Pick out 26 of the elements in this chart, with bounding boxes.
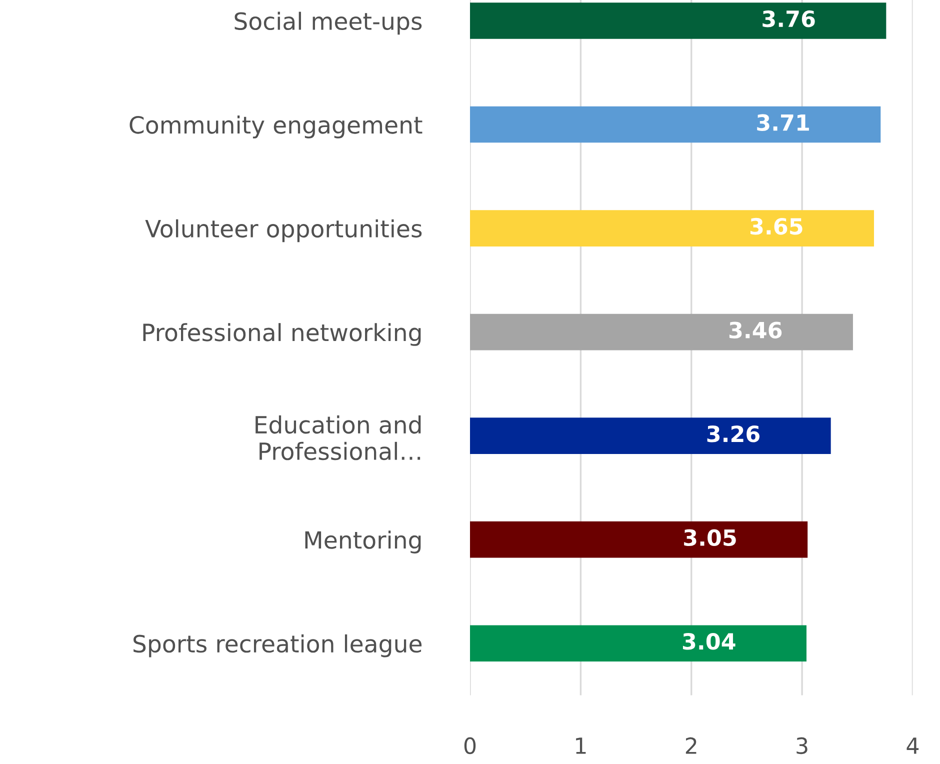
data-label: 3.04 — [682, 632, 736, 650]
bar — [470, 2, 886, 39]
data-label: 3.26 — [707, 425, 760, 442]
y-tick-label: Social meet-ups — [234, 12, 422, 35]
x-tick-label: 0 — [464, 737, 476, 754]
bar — [470, 521, 808, 558]
data-label: 3.71 — [757, 114, 809, 131]
data-label: 3.46 — [729, 322, 782, 339]
data-label: 3.76 — [762, 10, 815, 28]
y-tick-label: Community engagement — [130, 116, 422, 138]
y-tick-label: Volunteer opportunities — [145, 219, 422, 242]
bar — [470, 625, 806, 662]
x-tick-label: 4 — [906, 738, 919, 754]
bar — [470, 314, 853, 350]
y-tick-label: Education and Professional… — [256, 415, 421, 460]
y-tick-label: Sports recreation league — [134, 634, 422, 658]
x-tick-label: 3 — [796, 737, 808, 754]
x-tick-label: 2 — [686, 737, 696, 754]
y-tick-label: Mentoring — [305, 530, 421, 554]
bar — [470, 106, 881, 143]
y-tick-label: Professional networking — [143, 323, 421, 346]
bar — [470, 210, 874, 246]
x-tick-label: 1 — [576, 738, 586, 754]
data-label: 3.05 — [684, 529, 736, 546]
data-label: 3.65 — [750, 218, 802, 235]
bar — [470, 418, 831, 454]
